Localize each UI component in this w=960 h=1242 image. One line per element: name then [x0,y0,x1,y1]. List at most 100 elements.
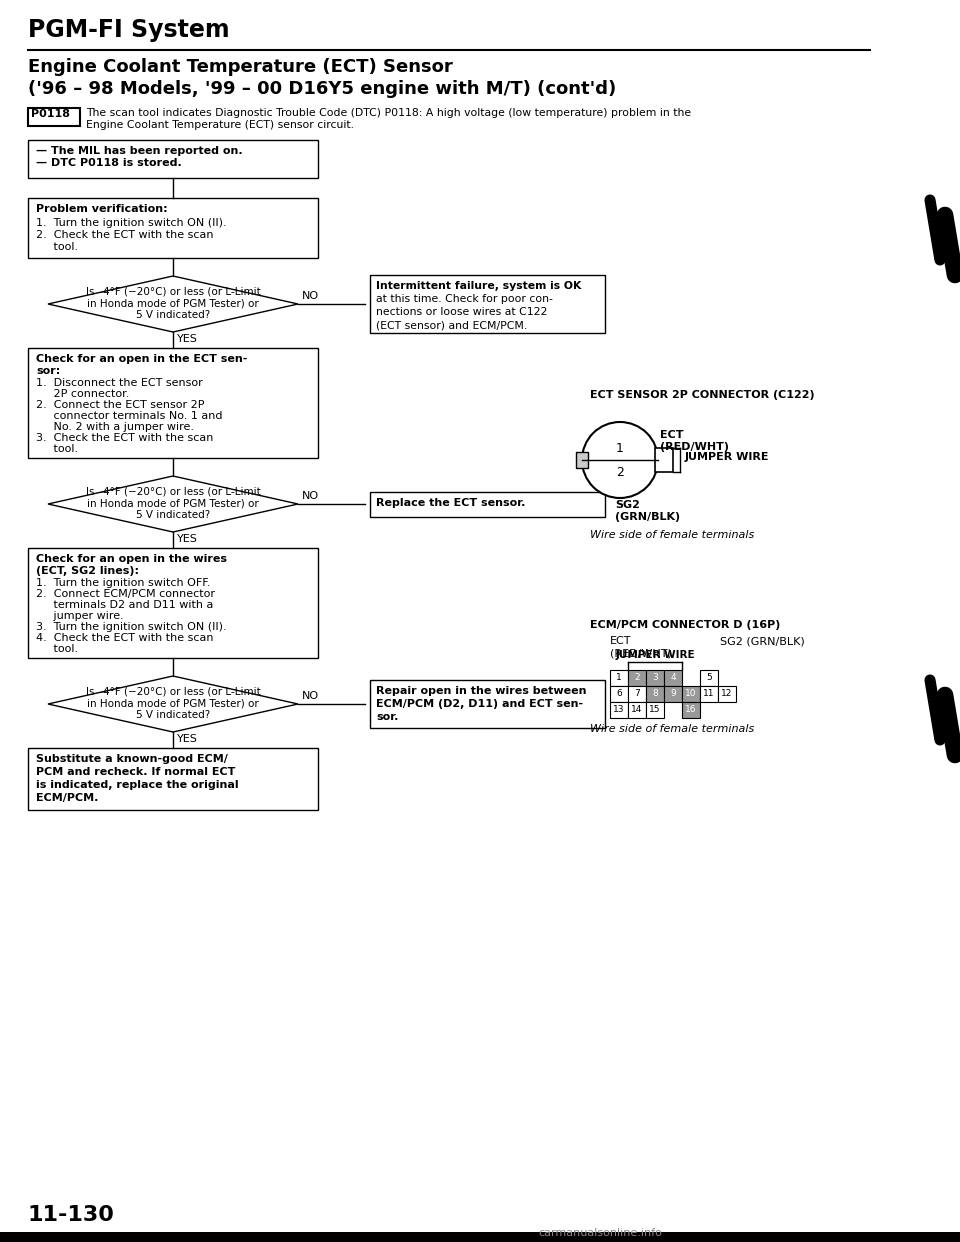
Text: JUMPER WIRE: JUMPER WIRE [685,452,770,462]
Text: Engine Coolant Temperature (ECT) Sensor: Engine Coolant Temperature (ECT) Sensor [28,58,453,76]
Text: 4.  Check the ECT with the scan: 4. Check the ECT with the scan [36,633,213,643]
FancyBboxPatch shape [610,686,628,702]
Text: in Honda mode of PGM Tester) or: in Honda mode of PGM Tester) or [87,698,259,708]
Text: 11: 11 [704,689,715,698]
Text: 3: 3 [652,673,658,682]
FancyBboxPatch shape [646,669,664,686]
Text: YES: YES [177,534,198,544]
Text: ECT SENSOR 2P CONNECTOR (C122): ECT SENSOR 2P CONNECTOR (C122) [590,390,815,400]
Text: ECM/PCM CONNECTOR D (16P): ECM/PCM CONNECTOR D (16P) [590,620,780,630]
FancyBboxPatch shape [700,686,718,702]
Text: tool.: tool. [36,443,78,455]
FancyBboxPatch shape [576,452,588,468]
Text: (RED/WHT): (RED/WHT) [660,442,729,452]
FancyBboxPatch shape [370,274,605,333]
Text: No. 2 with a jumper wire.: No. 2 with a jumper wire. [36,422,194,432]
Text: 3.  Check the ECT with the scan: 3. Check the ECT with the scan [36,433,213,443]
Text: 11-130: 11-130 [28,1205,115,1225]
FancyBboxPatch shape [628,686,646,702]
FancyBboxPatch shape [655,448,673,472]
Text: is indicated, replace the original: is indicated, replace the original [36,780,239,790]
Text: tool.: tool. [36,242,78,252]
Text: 6: 6 [616,689,622,698]
Text: ECM/PCM (D2, D11) and ECT sen-: ECM/PCM (D2, D11) and ECT sen- [376,699,583,709]
Text: 5 V indicated?: 5 V indicated? [136,710,210,720]
Text: 2.  Connect ECM/PCM connector: 2. Connect ECM/PCM connector [36,589,215,599]
FancyBboxPatch shape [682,702,700,718]
Text: SG2: SG2 [615,501,640,510]
FancyBboxPatch shape [28,197,318,258]
Text: Replace the ECT sensor.: Replace the ECT sensor. [376,498,525,508]
Text: The scan tool indicates Diagnostic Trouble Code (DTC) P0118: A high voltage (low: The scan tool indicates Diagnostic Troub… [86,108,691,118]
Text: Check for an open in the wires: Check for an open in the wires [36,554,227,564]
Text: at this time. Check for poor con-: at this time. Check for poor con- [376,294,553,304]
Text: 9: 9 [670,689,676,698]
Text: NO: NO [302,691,319,700]
Text: ('96 – 98 Models, '99 – 00 D16Y5 engine with M/T) (cont'd): ('96 – 98 Models, '99 – 00 D16Y5 engine … [28,79,616,98]
FancyBboxPatch shape [28,548,318,658]
Text: connector terminals No. 1 and: connector terminals No. 1 and [36,411,223,421]
Text: YES: YES [177,334,198,344]
Text: 15: 15 [649,705,660,714]
FancyBboxPatch shape [628,702,646,718]
Text: 1.  Turn the ignition switch ON (II).: 1. Turn the ignition switch ON (II). [36,219,227,229]
Text: — The MIL has been reported on.: — The MIL has been reported on. [36,147,243,156]
Text: 14: 14 [632,705,642,714]
Text: 5 V indicated?: 5 V indicated? [136,310,210,320]
Text: Repair open in the wires between: Repair open in the wires between [376,686,587,696]
Text: 1: 1 [616,673,622,682]
Text: 2: 2 [635,673,639,682]
Text: ECT: ECT [660,430,684,440]
Text: NO: NO [302,291,319,301]
Text: Problem verification:: Problem verification: [36,204,168,214]
Text: terminals D2 and D11 with a: terminals D2 and D11 with a [36,600,213,610]
Text: jumper wire.: jumper wire. [36,611,124,621]
Text: 2: 2 [616,466,624,478]
Text: Intermittent failure, system is OK: Intermittent failure, system is OK [376,281,582,291]
Text: (ECT, SG2 lines):: (ECT, SG2 lines): [36,566,139,576]
Text: 2.  Connect the ECT sensor 2P: 2. Connect the ECT sensor 2P [36,400,204,410]
Text: nections or loose wires at C122: nections or loose wires at C122 [376,307,547,317]
Text: JUMPER WIRE: JUMPER WIRE [615,650,695,660]
Text: 1.  Disconnect the ECT sensor: 1. Disconnect the ECT sensor [36,378,203,388]
Text: (ECT sensor) and ECM/PCM.: (ECT sensor) and ECM/PCM. [376,320,527,330]
Circle shape [582,422,658,498]
Text: 10: 10 [685,689,697,698]
FancyBboxPatch shape [28,748,318,810]
Text: NO: NO [302,491,319,501]
Text: PCM and recheck. If normal ECT: PCM and recheck. If normal ECT [36,768,235,777]
FancyBboxPatch shape [700,669,718,686]
Text: 3.  Turn the ignition switch ON (II).: 3. Turn the ignition switch ON (II). [36,622,227,632]
FancyBboxPatch shape [646,686,664,702]
Text: carmanualsonline.info: carmanualsonline.info [538,1228,662,1238]
Text: tool.: tool. [36,645,78,655]
Polygon shape [48,476,298,532]
Text: in Honda mode of PGM Tester) or: in Honda mode of PGM Tester) or [87,498,259,508]
FancyBboxPatch shape [370,681,605,728]
Text: P0118: P0118 [31,109,70,119]
FancyBboxPatch shape [370,492,605,517]
Text: 2P connector.: 2P connector. [36,389,130,399]
Text: sor.: sor. [376,712,398,722]
FancyBboxPatch shape [664,686,682,702]
Text: Substitute a known-good ECM/: Substitute a known-good ECM/ [36,754,228,764]
FancyBboxPatch shape [718,686,736,702]
Text: YES: YES [177,734,198,744]
Text: Engine Coolant Temperature (ECT) sensor circuit.: Engine Coolant Temperature (ECT) sensor … [86,120,354,130]
FancyBboxPatch shape [610,669,628,686]
FancyBboxPatch shape [28,108,80,125]
Text: Wire side of female terminals: Wire side of female terminals [590,530,755,540]
Text: Check for an open in the ECT sen-: Check for an open in the ECT sen- [36,354,248,364]
Text: Is –4°F (−20°C) or less (or L-Limit: Is –4°F (−20°C) or less (or L-Limit [85,686,260,696]
FancyBboxPatch shape [610,702,628,718]
Text: — DTC P0118 is stored.: — DTC P0118 is stored. [36,158,181,168]
FancyBboxPatch shape [28,140,318,178]
Text: sor:: sor: [36,366,60,376]
Text: SG2 (GRN/BLK): SG2 (GRN/BLK) [720,636,804,646]
Text: 1.  Turn the ignition switch OFF.: 1. Turn the ignition switch OFF. [36,578,210,587]
Polygon shape [48,676,298,732]
Text: (RED/WHT): (RED/WHT) [610,648,672,658]
Text: PGM-FI System: PGM-FI System [28,17,229,42]
Text: Is –4°F (−20°C) or less (or L-Limit: Is –4°F (−20°C) or less (or L-Limit [85,486,260,496]
FancyBboxPatch shape [664,669,682,686]
